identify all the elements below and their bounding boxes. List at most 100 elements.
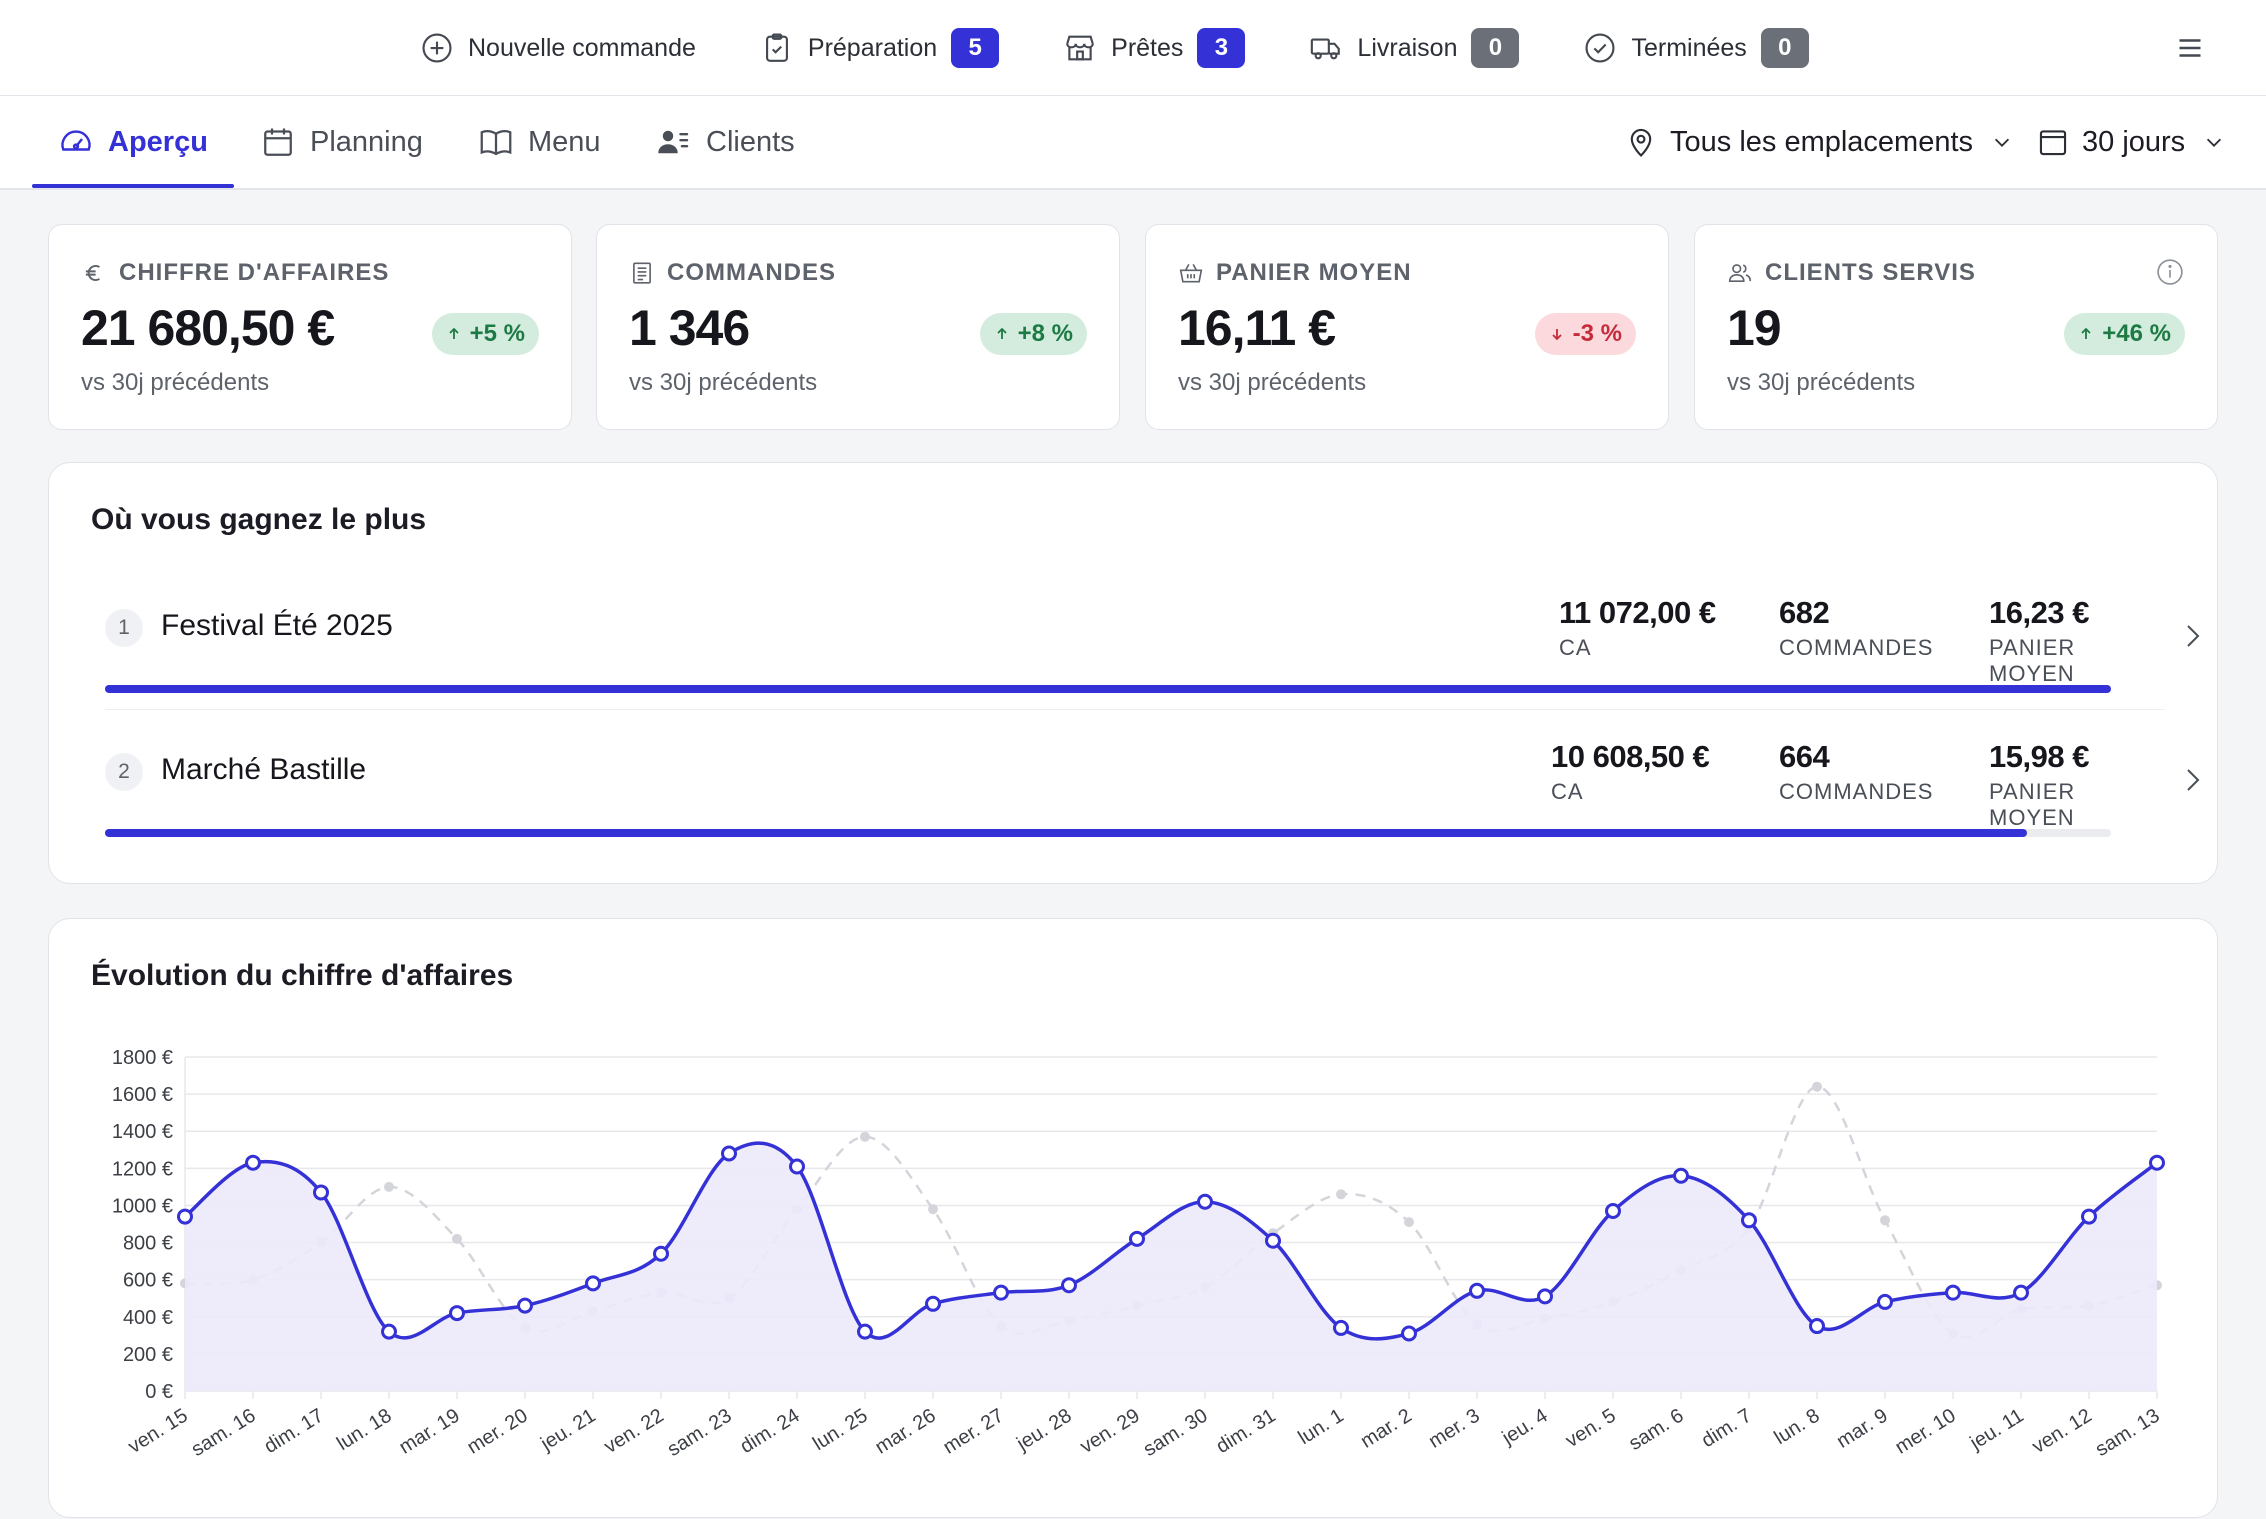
revenue-point (381, 1323, 397, 1340)
y-tick-label: 800 € (123, 1233, 173, 1255)
status-done-label: Terminées (1631, 33, 1747, 62)
status-ready[interactable]: Prêtes 3 (1063, 28, 1246, 68)
chevron-right-icon (2187, 625, 2200, 647)
stat-value: 682 (1779, 595, 1830, 630)
stat-value: 16,23 € (1989, 595, 2089, 630)
status-preparation-count: 5 (951, 28, 1000, 68)
status-delivery-count: 0 (1471, 28, 1520, 68)
location-selector[interactable]: Tous les emplacements (1624, 96, 2013, 188)
kpi-label: PANIER MOYEN (1216, 259, 1412, 286)
location-basket: 16,23 € PANIER MOYEN (1989, 595, 2165, 687)
kpi-card-basket: PANIER MOYEN 16,11 € -3 % vs 30j précéde… (1145, 224, 1669, 430)
revenue-point (585, 1275, 601, 1292)
comparison-point (384, 1181, 394, 1192)
revenue-point (313, 1184, 329, 1201)
location-row[interactable]: 1 Festival Été 2025 11 072,00 € CA 682 C… (105, 575, 2200, 705)
revenue-share-fill (105, 829, 2027, 837)
tab-clients[interactable]: Clients (656, 96, 795, 188)
x-tick-label: dim. 7 (1698, 1405, 1756, 1453)
revenue-point (177, 1208, 193, 1225)
stat-label: COMMANDES (1779, 779, 1934, 804)
revenue-point (2149, 1154, 2165, 1171)
x-tick-label: jeu. 4 (1498, 1405, 1552, 1450)
revenue-point (1197, 1193, 1213, 1210)
x-tick-label: dim. 24 (736, 1405, 803, 1458)
status-bar: Nouvelle commande Préparation 5 Prêtes 3… (0, 0, 2266, 96)
revenue-point (2081, 1208, 2097, 1225)
tab-planning[interactable]: Planning (260, 96, 423, 188)
series-area (185, 1143, 2157, 1391)
kpi-card-clients: CLIENTS SERVIS 19 +46 % vs 30j précédent… (1694, 224, 2218, 430)
revenue-point (1809, 1318, 1825, 1335)
x-tick-label: mar. 26 (871, 1405, 939, 1459)
location-row[interactable]: 2 Marché Bastille 10 608,50 € CA 664 COM… (105, 719, 2200, 849)
calendar-grid-icon (2039, 130, 2067, 156)
y-tick-label: 400 € (123, 1307, 173, 1329)
revenue-point (1877, 1293, 1893, 1310)
tab-menu[interactable]: Menu (478, 96, 601, 188)
kpi-value: 21 680,50 € (81, 300, 335, 356)
info-icon[interactable] (2155, 257, 2185, 287)
revenue-point (245, 1154, 261, 1171)
stat-label: COMMANDES (1779, 635, 1934, 660)
revenue-point (721, 1145, 737, 1162)
y-tick-label: 600 € (123, 1270, 173, 1292)
revenue-share-bar (105, 685, 2111, 693)
x-tick-label: lun. 8 (1770, 1405, 1823, 1450)
y-tick-label: 1600 € (112, 1084, 173, 1106)
arrow-down-icon (1552, 329, 1562, 341)
x-tick-label: ven. 15 (124, 1405, 191, 1458)
kpi-change-badge: +8 % (979, 313, 1087, 355)
kpi-change-badge: +5 % (431, 313, 539, 355)
users-icon (1728, 264, 1752, 282)
period-selector[interactable]: 30 jours (2036, 96, 2225, 188)
x-tick-label: dim. 31 (1212, 1405, 1279, 1458)
arrow-up-icon (2081, 327, 2091, 339)
new-order-button[interactable]: Nouvelle commande (420, 31, 696, 65)
kpi-header: CHIFFRE D'AFFAIRES (81, 259, 389, 287)
location-revenue: 10 608,50 € CA (1551, 739, 1710, 805)
stat-label: CA (1551, 779, 1584, 804)
book-icon (480, 130, 512, 156)
comparison-point (452, 1233, 462, 1244)
x-tick-label: sam. 6 (1625, 1405, 1688, 1455)
kpi-label: COMMANDES (667, 259, 836, 286)
kpi-card-revenue: CHIFFRE D'AFFAIRES 21 680,50 € +5 % vs 3… (48, 224, 572, 430)
location-orders: 682 COMMANDES (1779, 595, 1933, 661)
revenue-point (517, 1297, 533, 1314)
x-tick-label: jeu. 28 (1012, 1405, 1075, 1456)
x-tick-label: lun. 18 (333, 1405, 396, 1455)
x-tick-label: lun. 1 (1294, 1405, 1347, 1450)
x-tick-label: sam. 30 (1140, 1405, 1212, 1461)
x-tick-label: ven. 5 (1562, 1405, 1620, 1453)
status-done[interactable]: Terminées 0 (1583, 28, 1809, 68)
revenue-point (449, 1305, 465, 1322)
comparison-point (860, 1131, 870, 1142)
plus-circle-icon (422, 33, 452, 63)
kpi-change-value: +8 % (1017, 320, 1073, 347)
status-delivery-label: Livraison (1357, 33, 1458, 62)
stat-label: CA (1559, 635, 1592, 660)
x-tick-label: mar. 9 (1833, 1405, 1892, 1453)
kpi-change-value: -3 % (1572, 320, 1622, 347)
revenue-point (1265, 1232, 1281, 1249)
order-status-group: Nouvelle commande Préparation 5 Prêtes 3… (420, 0, 1809, 96)
kpi-header: PANIER MOYEN (1178, 259, 1412, 287)
status-delivery[interactable]: Livraison 0 (1309, 28, 1520, 68)
users-list-icon (658, 130, 689, 154)
revenue-point (1741, 1212, 1757, 1229)
hamburger-icon[interactable] (2172, 30, 2208, 66)
calendar-icon (264, 128, 292, 156)
kpi-change-value: +5 % (469, 320, 525, 347)
location-name: Festival Été 2025 (161, 609, 393, 642)
tab-overview-label: Aperçu (108, 125, 208, 158)
tab-overview[interactable]: Aperçu (58, 96, 208, 188)
check-circle-icon (1585, 33, 1616, 63)
revenue-chart-card: Évolution du chiffre d'affaires 0 € 200 €… (48, 918, 2218, 1518)
revenue-point (1945, 1284, 1961, 1301)
stat-value: 15,98 € (1989, 739, 2089, 774)
arrow-up-icon (448, 327, 459, 339)
revenue-point (789, 1158, 805, 1175)
status-preparation[interactable]: Préparation 5 (760, 28, 1000, 68)
stat-value: 664 (1779, 739, 1830, 774)
